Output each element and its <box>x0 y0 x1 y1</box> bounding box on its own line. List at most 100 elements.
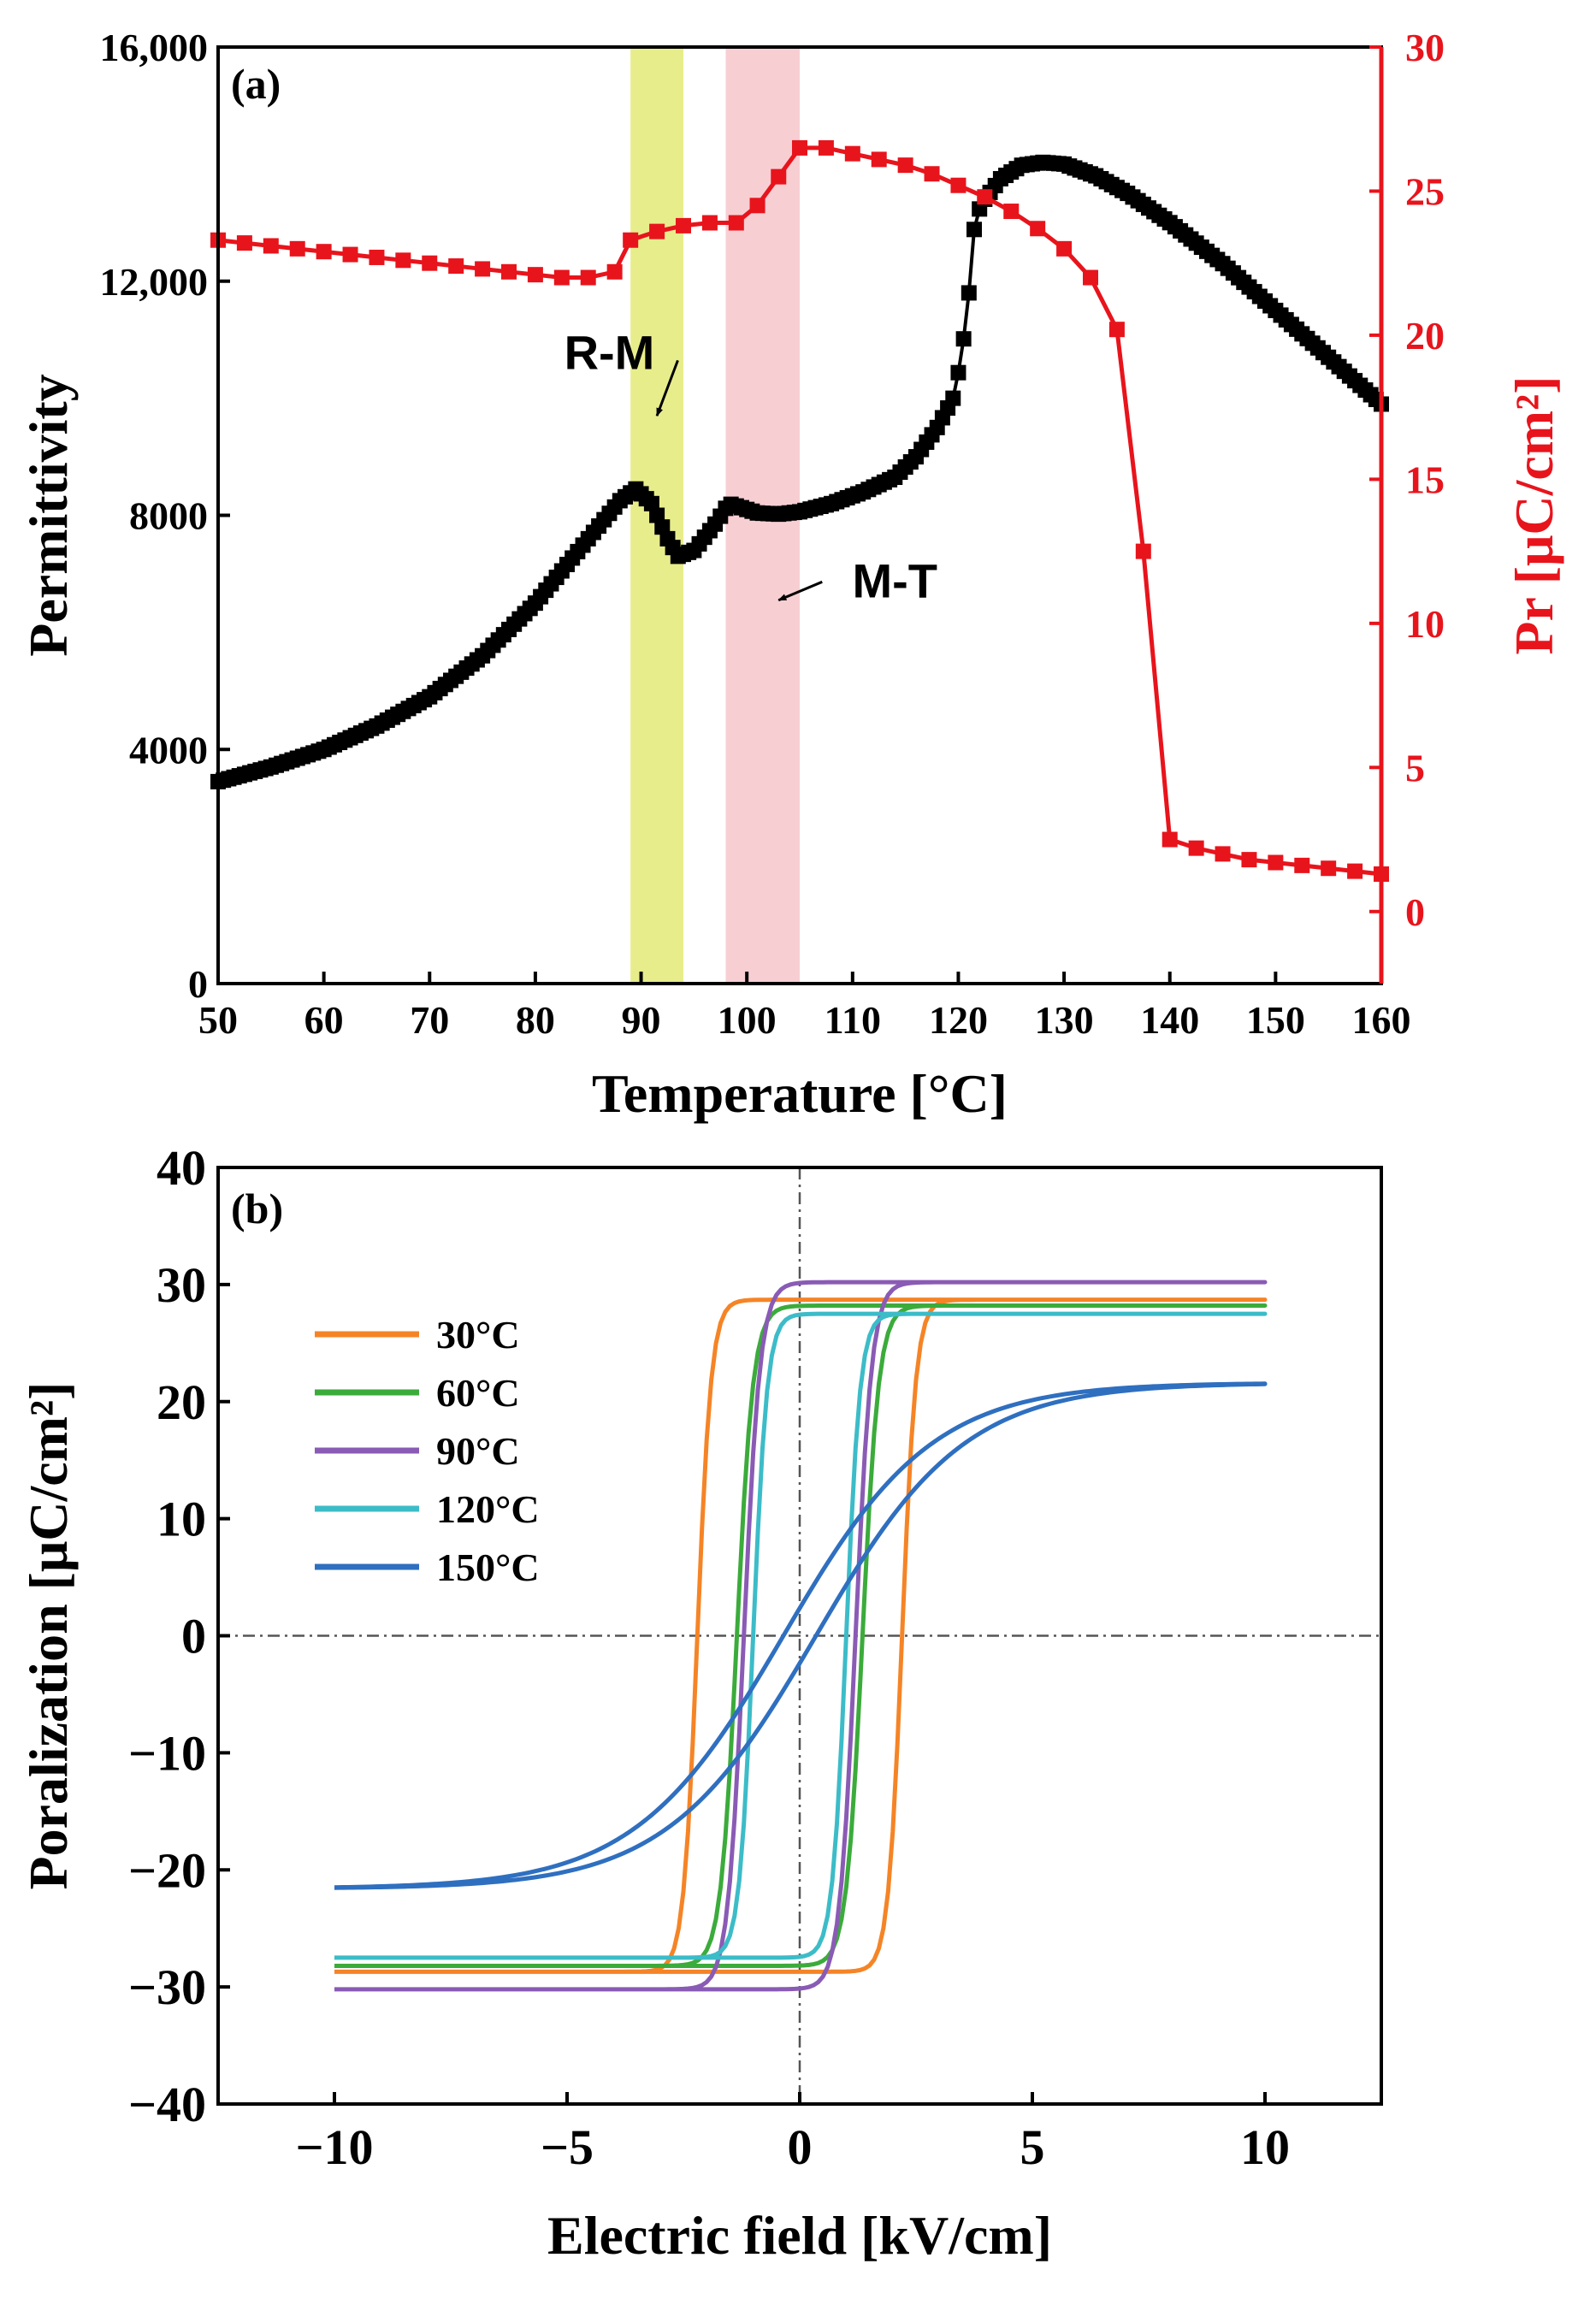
y-tick-label: −10 <box>128 1725 206 1781</box>
y-tick-label: 0 <box>188 962 208 1006</box>
pr-point <box>422 255 438 271</box>
annotation-arrow <box>777 580 823 602</box>
y2-tick-label: 10 <box>1405 602 1445 646</box>
pr-point <box>623 232 639 248</box>
x-tick-label: −10 <box>295 2119 373 2175</box>
pr-point <box>448 258 464 275</box>
pr-point <box>792 139 807 156</box>
y-tick-label: 8000 <box>129 494 208 538</box>
x-tick-label: 120 <box>929 998 988 1042</box>
panel-a-x-label: Temperature [°C] <box>592 1063 1008 1124</box>
panel-a-y2-ticks: 0 5 10 15 20 25 30 <box>1369 26 1445 984</box>
pr-series <box>210 139 1389 882</box>
pr-point <box>1162 831 1178 848</box>
annotation-arrow <box>655 359 679 417</box>
legend-label: 120°C <box>436 1487 540 1531</box>
pr-point <box>606 263 623 280</box>
pr-point <box>1321 860 1337 877</box>
pr-point <box>1030 221 1046 237</box>
y-tick-label: −40 <box>128 2077 206 2132</box>
x-tick-label: 160 <box>1352 998 1411 1042</box>
y-tick-label: 10 <box>157 1492 206 1547</box>
pr-point <box>676 217 691 233</box>
permittivity-point <box>649 507 665 523</box>
pr-point <box>342 246 358 263</box>
panel-a-y-label: Permittivity <box>18 374 79 657</box>
loop-90c <box>334 1280 1268 1992</box>
panel-b: −10 −5 0 5 10 40 30 20 10 0 −10 −20 −30 −40 30°C 60°C… <box>18 1140 1383 2266</box>
pr-point <box>749 198 765 214</box>
panel-b-y-ticks: 40 30 20 10 0 −10 −20 −30 −40 <box>128 1140 230 2132</box>
y2-tick-label: 25 <box>1405 169 1445 213</box>
pr-point <box>1003 204 1020 220</box>
pr-point <box>844 145 860 162</box>
legend-label: 90°C <box>436 1429 520 1473</box>
legend-label: 150°C <box>436 1546 540 1589</box>
y-tick-label: −30 <box>128 1959 206 2015</box>
pr-point <box>263 238 279 254</box>
permittivity-point <box>945 390 961 406</box>
pr-point <box>316 244 332 260</box>
y-tick-label: 12,000 <box>100 260 209 304</box>
pr-point <box>501 263 517 280</box>
x-tick-label: 60 <box>304 998 344 1042</box>
legend-label: 60°C <box>436 1371 520 1415</box>
pr-point <box>580 269 596 286</box>
pr-point <box>395 252 411 269</box>
x-tick-label: 100 <box>718 998 777 1042</box>
y-tick-label: 20 <box>157 1374 206 1430</box>
y-tick-label: 40 <box>157 1140 206 1196</box>
annotations: R-M M-T <box>565 325 937 607</box>
panel-a-x-ticks: 50 60 70 80 90 100 110 120 130 140 150 160 <box>198 972 1411 1042</box>
y2-tick-label: 15 <box>1405 458 1445 501</box>
pr-point <box>897 157 913 174</box>
y-tick-label: 30 <box>157 1257 206 1313</box>
pr-point <box>649 223 665 239</box>
permittivity-point <box>966 222 982 238</box>
pr-point <box>236 235 252 251</box>
loop-150c <box>334 1381 1268 1890</box>
pr-point <box>1083 269 1098 286</box>
y2-tick-label: 30 <box>1405 26 1445 69</box>
pr-point <box>527 267 543 283</box>
pr-point <box>1294 857 1310 873</box>
loop-120c <box>334 1311 1268 1960</box>
permittivity-point <box>654 519 671 535</box>
annotation-m-t: M-T <box>853 553 938 607</box>
x-tick-label: 80 <box>516 998 555 1042</box>
pr-point <box>1135 543 1151 559</box>
pr-point <box>1056 240 1073 257</box>
annotation-r-m: R-M <box>565 325 655 379</box>
y-tick-label: −20 <box>128 1842 206 1898</box>
zero-guides <box>218 1167 1381 2104</box>
panel-b-x-ticks: −10 −5 0 5 10 <box>295 2092 1290 2175</box>
permittivity-point <box>950 364 966 381</box>
pr-point <box>871 151 887 168</box>
panel-b-y-label: Poralization [μC/cm²] <box>18 1382 79 1890</box>
pr-point <box>1241 852 1257 868</box>
legend-label: 30°C <box>436 1313 520 1356</box>
x-tick-label: 130 <box>1035 998 1094 1042</box>
permittivity-point <box>643 495 659 511</box>
permittivity-point <box>961 285 977 301</box>
pr-point <box>1108 322 1125 338</box>
x-tick-label: −5 <box>541 2119 594 2175</box>
y2-tick-label: 20 <box>1405 314 1445 358</box>
x-tick-label: 10 <box>1240 2119 1290 2175</box>
y-tick-label: 0 <box>181 1609 206 1664</box>
x-tick-label: 90 <box>622 998 661 1042</box>
pr-point <box>475 261 491 277</box>
x-tick-label: 150 <box>1246 998 1305 1042</box>
pr-point <box>553 269 570 286</box>
panel-a-y2-label: Pr [μC/cm²] <box>1504 375 1564 654</box>
y2-tick-label: 0 <box>1405 890 1425 934</box>
x-tick-label: 70 <box>410 998 449 1042</box>
panel-a-label: (a) <box>231 60 281 108</box>
panel-b-label: (b) <box>231 1185 283 1232</box>
pr-point <box>950 177 966 193</box>
loop-30c <box>334 1297 1268 1974</box>
pr-point <box>1268 854 1284 871</box>
hysteresis-loops <box>334 1280 1268 1992</box>
pr-point <box>1347 863 1363 879</box>
